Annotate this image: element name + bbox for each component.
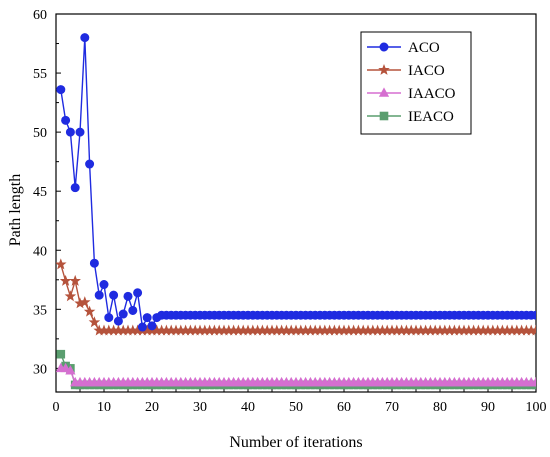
data-point xyxy=(109,290,119,300)
legend-item: IEACO xyxy=(367,109,454,125)
data-point xyxy=(59,274,72,286)
data-point xyxy=(128,305,138,315)
legend-marker xyxy=(379,42,389,52)
data-point xyxy=(70,183,80,193)
data-point xyxy=(104,313,114,323)
series-iaco xyxy=(56,258,536,336)
y-tick-label: 35 xyxy=(33,303,47,318)
data-point xyxy=(142,313,152,323)
legend-item: ACO xyxy=(367,40,440,56)
legend-label: ACO xyxy=(408,40,440,56)
x-tick-label: 100 xyxy=(526,400,547,415)
data-point xyxy=(89,258,99,268)
data-point xyxy=(61,115,71,125)
data-point xyxy=(118,309,128,319)
data-point xyxy=(69,274,81,286)
series-aco xyxy=(56,33,536,332)
legend-label: IEACO xyxy=(408,109,454,125)
x-tick-label: 80 xyxy=(433,400,447,415)
x-tick-label: 90 xyxy=(481,400,495,415)
data-point xyxy=(530,324,536,336)
legend-marker xyxy=(379,111,389,121)
data-point xyxy=(531,310,536,320)
legend-label: IAACO xyxy=(408,86,456,102)
x-tick-label: 60 xyxy=(337,400,351,415)
data-point xyxy=(147,321,157,331)
y-tick-label: 50 xyxy=(33,126,47,141)
legend-label: IACO xyxy=(408,63,445,79)
data-point xyxy=(113,316,123,326)
data-point xyxy=(99,280,109,290)
data-point xyxy=(530,376,536,387)
data-point xyxy=(75,127,85,137)
data-point xyxy=(88,316,101,328)
x-tick-label: 70 xyxy=(385,400,399,415)
data-point xyxy=(56,349,66,359)
x-tick-label: 30 xyxy=(193,400,207,415)
data-point xyxy=(94,290,104,300)
y-tick-label: 30 xyxy=(33,362,47,377)
x-tick-label: 50 xyxy=(289,400,303,415)
y-tick-label: 60 xyxy=(33,8,47,23)
x-axis-title: Number of iterations xyxy=(229,434,362,451)
legend-item: IACO xyxy=(367,63,445,79)
legend-box xyxy=(360,31,472,135)
x-tick-label: 40 xyxy=(241,400,255,415)
y-axis-title: Path length xyxy=(7,174,24,246)
data-point xyxy=(65,365,76,375)
data-point xyxy=(56,258,67,270)
series-iaaco xyxy=(56,362,536,387)
data-point xyxy=(79,296,91,308)
x-tick-label: 0 xyxy=(53,400,60,415)
data-point xyxy=(80,33,90,43)
data-point xyxy=(65,127,75,137)
x-tick-label: 10 xyxy=(97,400,111,415)
legend: ACO IACO IAACO IEACO xyxy=(360,31,472,135)
x-tick-label: 20 xyxy=(145,400,159,415)
data-point xyxy=(123,291,133,301)
data-point xyxy=(83,305,96,317)
y-tick-label: 40 xyxy=(33,244,47,259)
y-tick-label: 55 xyxy=(33,67,47,82)
legend-item: IAACO xyxy=(367,86,456,102)
data-point xyxy=(137,322,147,332)
data-point xyxy=(56,85,66,95)
data-point xyxy=(64,290,77,302)
y-tick-label: 45 xyxy=(33,185,47,200)
series-layer xyxy=(56,33,536,390)
data-point xyxy=(133,288,143,298)
legend-marker xyxy=(378,63,390,75)
data-point xyxy=(85,159,95,169)
legend-marker xyxy=(378,87,390,97)
